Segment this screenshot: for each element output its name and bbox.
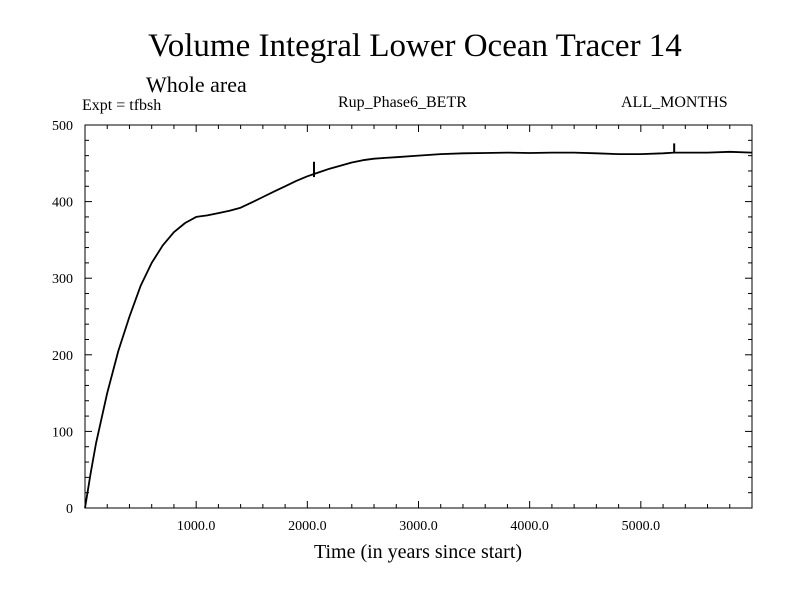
experiment-label: Expt = tfbsh	[82, 97, 162, 114]
x-tick-label: 4000.0	[510, 519, 549, 534]
y-tick-label: 400	[52, 196, 73, 211]
x-axis-label: Time (in years since start)	[313, 541, 523, 563]
y-tick-label: 200	[52, 349, 73, 364]
x-tick-label: 1000.0	[177, 519, 216, 534]
x-tick-label: 2000.0	[288, 519, 327, 534]
y-tick-label: 300	[52, 272, 73, 287]
y-tick-label: 100	[52, 425, 73, 440]
x-tick-label: 3000.0	[399, 519, 438, 534]
y-tick-label: 0	[66, 502, 73, 517]
x-axis: 1000.0 2000.0 3000.0 4000.0 5000.0	[106, 125, 731, 534]
run-label: Rup_Phase6_BETR	[338, 94, 467, 111]
months-label: ALL_MONTHS	[621, 94, 728, 111]
plot-frame	[84, 124, 753, 509]
y-tick-label: 500	[52, 119, 73, 134]
y-axis: 0 100 200 300 400 500	[52, 119, 752, 517]
x-tick-label: 5000.0	[622, 519, 661, 534]
chart-title: Volume Integral Lower Ocean Tracer 14	[148, 28, 682, 64]
chart-subtitle: Whole area	[146, 72, 247, 97]
series-group	[84, 143, 753, 509]
series-line	[84, 150, 753, 509]
